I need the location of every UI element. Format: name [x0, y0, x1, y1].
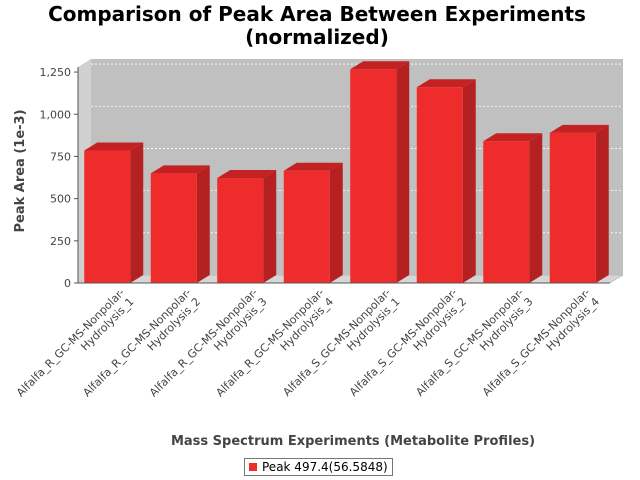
bar-top — [150, 165, 210, 174]
chart-title-line-2: (normalized) — [245, 25, 389, 49]
bar-side — [196, 165, 210, 283]
bar — [217, 170, 277, 283]
legend: Peak 497.4(56.5848) — [244, 458, 393, 476]
y-tick-label: 1,250 — [40, 66, 72, 79]
bar-top — [416, 79, 476, 88]
y-tick-label: 500 — [50, 193, 71, 206]
bar-front — [350, 69, 397, 283]
legend-series-label: Peak 497.4(56.5848) — [262, 460, 388, 474]
x-axis-label: Mass Spectrum Experiments (Metabolite Pr… — [171, 434, 535, 449]
bar-front — [549, 132, 596, 283]
y-tick-label: 1,000 — [40, 108, 72, 121]
bar-front — [483, 141, 530, 283]
bar — [483, 133, 543, 283]
bar — [283, 162, 343, 283]
bar — [84, 142, 144, 283]
bars — [84, 61, 609, 283]
bar-side — [595, 124, 609, 283]
legend-swatch — [249, 463, 257, 471]
y-tick-label: 0 — [64, 277, 71, 290]
bar-side — [263, 170, 277, 283]
bar-top — [84, 142, 144, 151]
y-tick-label: 750 — [50, 150, 71, 163]
bar-top — [549, 124, 609, 133]
bar-top — [217, 170, 277, 179]
bar-front — [84, 150, 131, 283]
bar-side — [396, 61, 410, 283]
bar-front — [283, 170, 330, 283]
x-axis-tick-labels: Alfalfa_R_GC-MS-Nonpolar-Hydrolysis_1Alf… — [14, 286, 602, 409]
y-tick-label: 250 — [50, 235, 71, 248]
bar-top — [483, 133, 543, 142]
x-tick-label: Alfalfa_R_GC-MS-Nonpolar-Hydrolysis_1 — [14, 286, 137, 409]
chart-title-line-1: Comparison of Peak Area Between Experime… — [48, 2, 586, 26]
bar — [416, 79, 476, 283]
y-axis-label: Peak Area (1e-3) — [13, 109, 28, 232]
y-axis: 0 250 500 750 1,000 1,250 — [40, 66, 610, 290]
bar-side — [329, 162, 343, 283]
bar — [549, 124, 609, 283]
bar-side — [462, 79, 476, 283]
bar-top — [283, 162, 343, 171]
bar-front — [150, 173, 197, 283]
bar-side — [130, 142, 144, 283]
bar-front — [416, 87, 463, 283]
bar-side — [529, 133, 543, 283]
bar — [350, 61, 410, 283]
bar-front — [217, 178, 264, 283]
bar-top — [350, 61, 410, 70]
bar — [150, 165, 210, 283]
